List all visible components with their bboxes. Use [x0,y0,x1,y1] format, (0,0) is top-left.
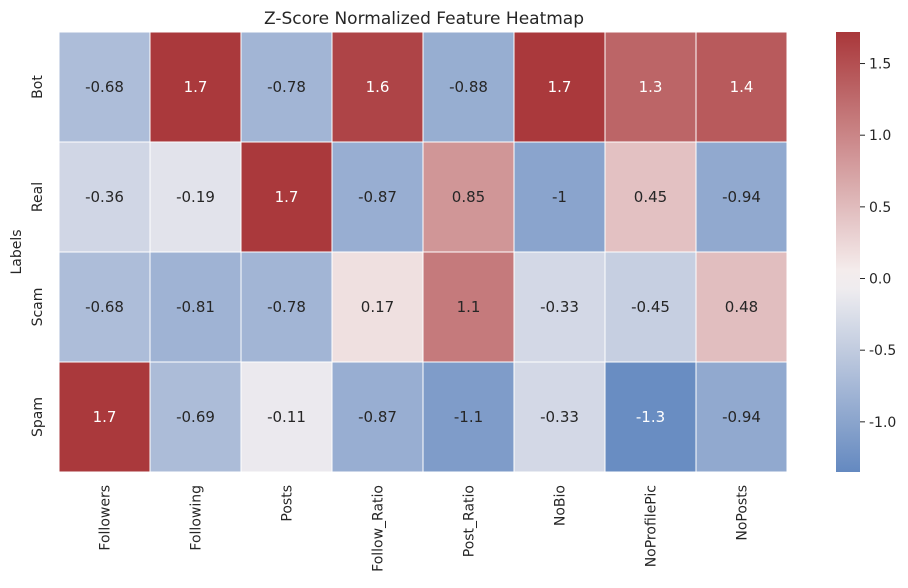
row-label: Spam [30,397,46,437]
heatmap-cell [695,251,788,363]
cell-value-label: 1.7 [548,78,572,96]
heatmap-cell [240,31,333,143]
heatmap-cell [58,361,151,473]
chart-title: Z-Score Normalized Feature Heatmap [264,9,584,29]
cell-value-label: 1.7 [184,78,208,96]
colorbar [836,32,860,472]
heatmap-cell [513,141,606,253]
cell-value-label: 0.17 [361,298,394,316]
colorbar-tick-label: 1.5 [869,57,891,73]
row-labels: Bot Real Scam Spam [30,75,46,437]
cell-value-label: -0.78 [267,298,306,316]
heatmap-cell [422,251,515,363]
cell-value-label: 1.3 [639,78,663,96]
cell-value-label: -0.94 [722,408,761,426]
heatmap-cell [58,251,151,363]
colorbar-tick-label: 0.0 [869,272,891,288]
heatmap-cell [604,361,697,473]
column-label: Posts [280,485,296,522]
y-axis-label: Labels [9,229,25,274]
heatmap-cell [513,31,606,143]
cell-value-label: 1.7 [275,188,299,206]
cell-value-label: -0.87 [358,408,397,426]
row-label: Real [30,182,46,212]
heatmap-cell [331,361,424,473]
cell-value-label: -1 [552,188,567,206]
heatmap-cells: -0.68 1.7 -0.78 1.6 -0.88 1.7 1.3 1.4 -0.36 -0.19… [58,31,788,473]
heatmap-cell [604,141,697,253]
cell-value-label: 1.6 [366,78,390,96]
heatmap-cell [695,141,788,253]
heatmap-cell [149,141,242,253]
heatmap-cell [331,141,424,253]
cell-value-label: -0.33 [540,298,579,316]
colorbar-tick-label: -1.0 [869,415,896,431]
cell-value-label: 1.7 [93,408,117,426]
column-labels: Followers Following Posts Follow_Ratio Post_… [98,485,751,572]
heatmap-cell [149,31,242,143]
heatmap-cell [240,361,333,473]
cell-value-label: -1.3 [636,408,665,426]
cell-value-label: -0.33 [540,408,579,426]
heatmap-cell [149,251,242,363]
colorbar-tick-label: -0.5 [869,343,896,359]
row-label: Bot [30,75,46,99]
heatmap-cell [695,361,788,473]
cell-value-label: -0.45 [631,298,670,316]
heatmap-cell [422,361,515,473]
cell-value-label: -0.68 [85,78,124,96]
colorbar-ticks: 1.5 1.0 0.5 0.0 -0.5 -1.0 [860,57,896,431]
heatmap-cell [58,31,151,143]
cell-value-label: -0.88 [449,78,488,96]
heatmap-cell [422,31,515,143]
cell-value-label: -1.1 [454,408,483,426]
cell-value-label: 1.1 [457,298,481,316]
heatmap-cell [513,251,606,363]
column-label: Following [189,485,205,551]
colorbar-tick-label: 1.0 [869,128,891,144]
column-label: NoBio [553,485,569,526]
cell-value-label: -0.11 [267,408,306,426]
row-label: Scam [30,288,46,327]
column-label: Post_Ratio [462,485,478,557]
cell-value-label: -0.36 [85,188,124,206]
cell-value-label: 1.4 [730,78,754,96]
heatmap-cell [331,251,424,363]
column-label: NoPosts [735,485,751,541]
cell-value-label: 0.45 [634,188,667,206]
cell-value-label: -0.19 [176,188,215,206]
column-label: Followers [98,485,114,551]
colorbar-tick-label: 0.5 [869,200,891,216]
heatmap-cell [604,251,697,363]
cell-value-label: -0.94 [722,188,761,206]
cell-value-label: -0.68 [85,298,124,316]
column-label: NoProfilePic [644,485,660,567]
heatmap-cell [331,31,424,143]
heatmap-cell [695,31,788,143]
cell-value-label: -0.78 [267,78,306,96]
cell-value-label: -0.69 [176,408,215,426]
cell-value-label: -0.81 [176,298,215,316]
cell-value-label: 0.85 [452,188,485,206]
column-label: Follow_Ratio [371,485,387,572]
cell-value-label: 0.48 [725,298,758,316]
heatmap-cell [240,251,333,363]
heatmap-cell [422,141,515,253]
cell-value-label: -0.87 [358,188,397,206]
